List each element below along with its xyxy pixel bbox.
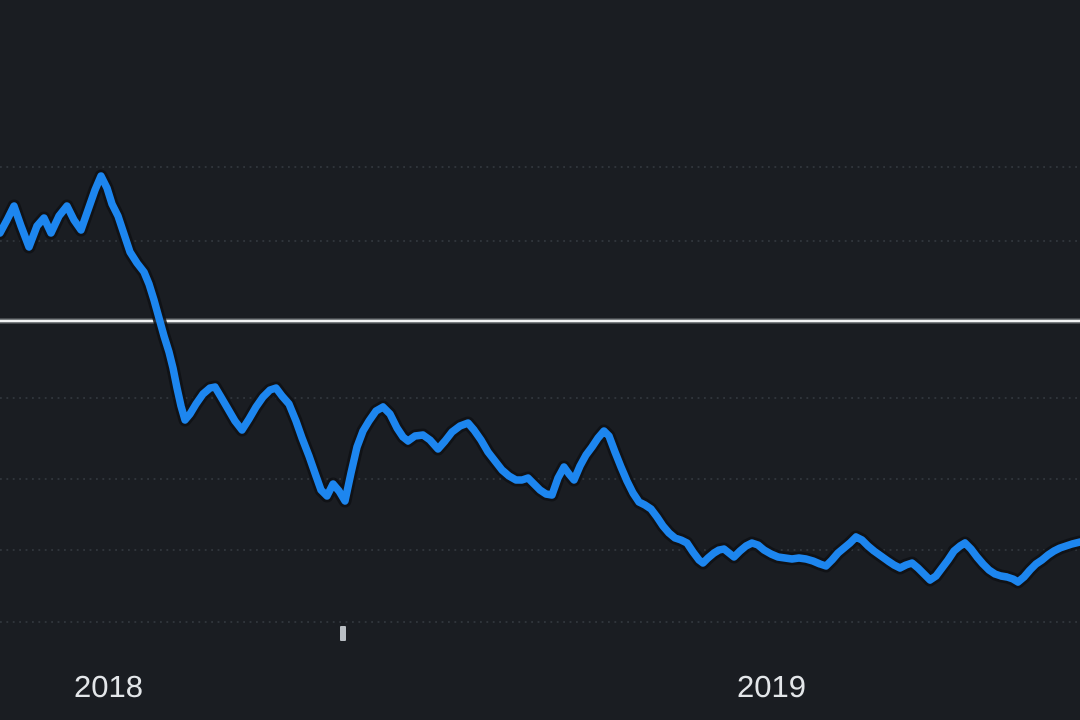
grid-lines — [0, 166, 1080, 623]
price-line — [0, 169, 1080, 589]
x-label-2018: 2018 — [74, 669, 143, 704]
x-label-2019: 2019 — [737, 669, 806, 704]
x-axis-tick — [340, 626, 346, 641]
x-axis-labels: 2018 2019 — [74, 669, 806, 704]
